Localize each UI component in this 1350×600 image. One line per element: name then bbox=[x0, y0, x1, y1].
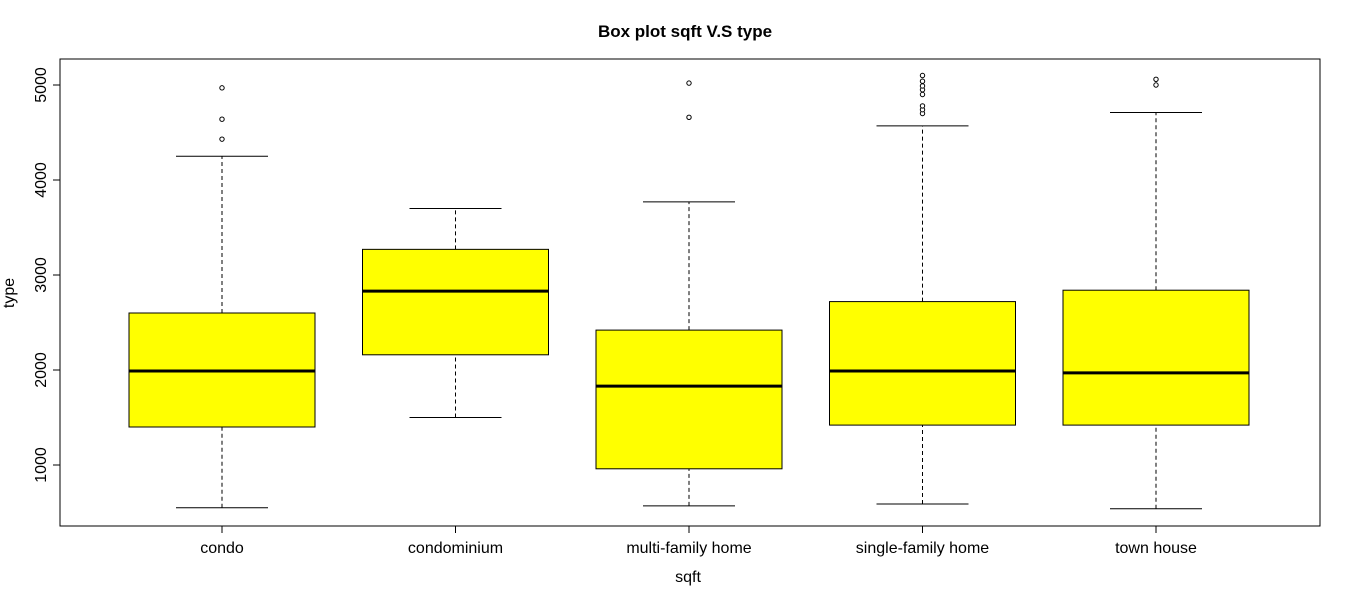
y-axis-label: type bbox=[1, 278, 18, 308]
outlier-point bbox=[686, 114, 692, 121]
outlier-point bbox=[919, 103, 926, 109]
y-tick-label: 4000 bbox=[33, 162, 50, 198]
outlier-point bbox=[919, 91, 926, 98]
x-tick-label: condominium bbox=[408, 540, 503, 557]
iqr-box bbox=[362, 248, 549, 356]
outlier-point bbox=[919, 83, 926, 89]
box-4 bbox=[829, 72, 1016, 505]
outlier-point bbox=[219, 116, 225, 122]
iqr-box bbox=[1062, 289, 1250, 426]
box-5 bbox=[1062, 76, 1250, 510]
box-2 bbox=[362, 208, 549, 418]
outlier-point bbox=[919, 72, 926, 79]
boxes-group bbox=[128, 72, 1250, 510]
outlier-point bbox=[1153, 82, 1159, 88]
outlier-point bbox=[686, 80, 692, 86]
y-tick-label: 1000 bbox=[33, 447, 50, 483]
box-1 bbox=[128, 85, 316, 509]
outlier-point bbox=[219, 136, 225, 142]
outlier-point bbox=[219, 85, 225, 91]
iqr-box bbox=[595, 329, 783, 470]
outlier-point bbox=[919, 78, 926, 84]
x-tick-label: single-family home bbox=[856, 540, 989, 557]
y-tick-label: 2000 bbox=[33, 352, 50, 388]
box-3 bbox=[595, 80, 783, 507]
x-axis: condo condominium multi-family home single-… bbox=[200, 526, 1197, 557]
chart-title: Box plot sqft V.S type bbox=[598, 22, 772, 41]
y-tick-label: 5000 bbox=[33, 67, 50, 103]
x-tick-label: multi-family home bbox=[626, 540, 751, 557]
iqr-box bbox=[829, 301, 1016, 426]
x-tick-label: town house bbox=[1115, 540, 1197, 557]
outlier-point bbox=[1153, 76, 1159, 83]
y-axis: 1000 2000 3000 4000 5000 bbox=[33, 67, 61, 483]
x-axis-label: sqft bbox=[675, 569, 701, 586]
y-tick-label: 3000 bbox=[33, 257, 50, 293]
x-tick-label: condo bbox=[200, 540, 244, 557]
